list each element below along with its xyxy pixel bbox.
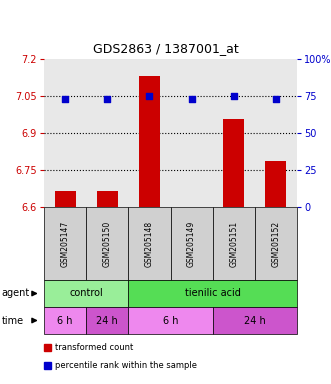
Bar xyxy=(55,191,75,207)
Text: 24 h: 24 h xyxy=(96,316,118,326)
Bar xyxy=(139,76,160,207)
Text: GSM205151: GSM205151 xyxy=(229,220,238,266)
Point xyxy=(63,96,68,102)
Text: 24 h: 24 h xyxy=(244,316,266,326)
Bar xyxy=(223,119,244,207)
Text: 6 h: 6 h xyxy=(57,316,73,326)
Point xyxy=(105,96,110,102)
Point xyxy=(273,96,279,102)
Text: time: time xyxy=(2,316,24,326)
Point xyxy=(189,96,194,102)
Text: tienilic acid: tienilic acid xyxy=(185,288,241,298)
Text: GSM205152: GSM205152 xyxy=(271,220,280,266)
Text: GDS2863 / 1387001_at: GDS2863 / 1387001_at xyxy=(93,42,238,55)
Text: 6 h: 6 h xyxy=(163,316,178,326)
Text: GSM205148: GSM205148 xyxy=(145,220,154,266)
Point xyxy=(231,93,236,99)
Text: transformed count: transformed count xyxy=(55,343,133,352)
Text: GSM205147: GSM205147 xyxy=(61,220,70,266)
Point xyxy=(147,93,152,99)
Text: GSM205150: GSM205150 xyxy=(103,220,112,266)
Text: GSM205149: GSM205149 xyxy=(187,220,196,266)
Text: percentile rank within the sample: percentile rank within the sample xyxy=(55,361,197,370)
Text: control: control xyxy=(69,288,103,298)
Text: agent: agent xyxy=(2,288,30,298)
Bar xyxy=(265,161,286,207)
Bar xyxy=(97,191,118,207)
